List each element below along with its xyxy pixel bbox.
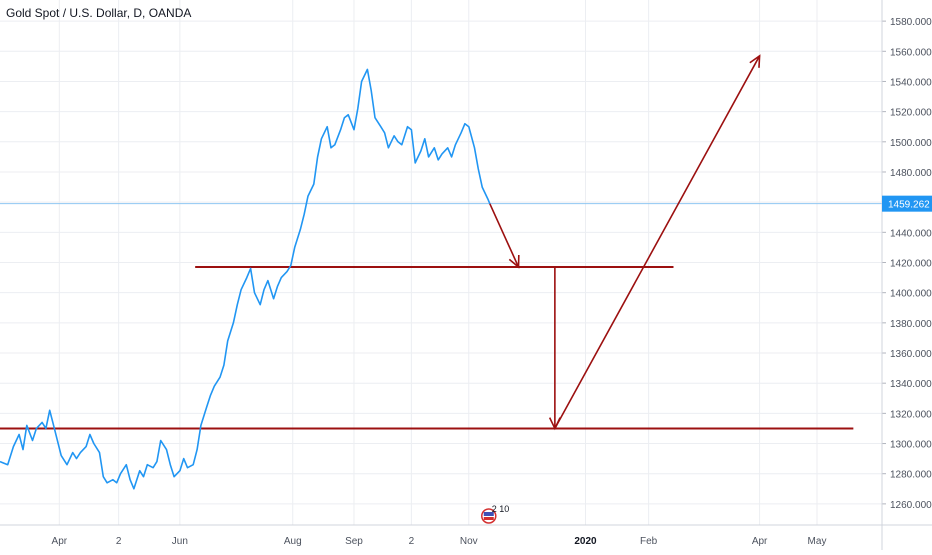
y-tick-label: 1380.000	[890, 319, 932, 330]
x-tick-label: Aug	[284, 536, 302, 547]
y-tick-label: 1320.000	[890, 409, 932, 420]
arrow-head	[749, 54, 761, 68]
price-series	[0, 68, 491, 490]
trend-arrows[interactable]	[489, 54, 761, 431]
x-tick-label: Nov	[460, 536, 478, 547]
y-tick-label: 1520.000	[890, 108, 932, 119]
y-tick-label: 1500.000	[890, 138, 932, 149]
y-tick-label: 1420.000	[890, 259, 932, 270]
arrow-head	[508, 255, 520, 269]
flag-stripe-icon	[483, 517, 494, 520]
x-tick-label: Jun	[172, 536, 188, 547]
x-tick-label: 2	[409, 536, 415, 547]
y-tick-label: 1340.000	[890, 379, 932, 390]
y-tick-label: 1480.000	[890, 168, 932, 179]
y-tick-label: 1440.000	[890, 228, 932, 239]
y-tick-label: 1300.000	[890, 440, 932, 451]
x-tick-label: 2020	[574, 536, 597, 547]
y-tick-label: 1560.000	[890, 47, 932, 58]
x-tick-label: Apr	[52, 536, 68, 547]
current-price-label: 1459.262	[888, 200, 930, 211]
x-tick-label: 2	[116, 536, 122, 547]
grid-lines	[0, 0, 882, 525]
trend-arrow-line[interactable]	[489, 203, 520, 268]
y-tick-label: 1360.000	[890, 349, 932, 360]
price-line	[0, 68, 491, 490]
y-tick-label: 1580.000	[890, 17, 932, 28]
trend-arrow-line[interactable]	[554, 55, 761, 429]
y-tick-label: 1280.000	[890, 470, 932, 481]
time-axis[interactable]: Apr 2 Jun Aug Sep 2 Nov 2020 Feb Apr May	[0, 524, 932, 547]
x-tick-label: Feb	[640, 536, 658, 547]
event-markers[interactable]: 2 10	[481, 504, 510, 524]
x-tick-label: Sep	[345, 536, 363, 547]
y-tick-label: 1260.000	[890, 500, 932, 511]
x-tick-label: May	[808, 536, 827, 547]
horizontal-lines[interactable]	[0, 266, 854, 430]
y-tick-label: 1400.000	[890, 289, 932, 300]
price-axis[interactable]: 1260.000 1280.000 1300.000 1320.000 1340.000…	[881, 0, 932, 550]
flag-stripe-icon	[483, 512, 494, 516]
x-tick-label: Apr	[752, 536, 768, 547]
current-price-badge[interactable]	[882, 195, 932, 212]
event-badge-label: 2 10	[492, 504, 510, 514]
y-tick-label: 1540.000	[890, 77, 932, 88]
chart-title: Gold Spot / U.S. Dollar, D, OANDA	[6, 6, 192, 20]
